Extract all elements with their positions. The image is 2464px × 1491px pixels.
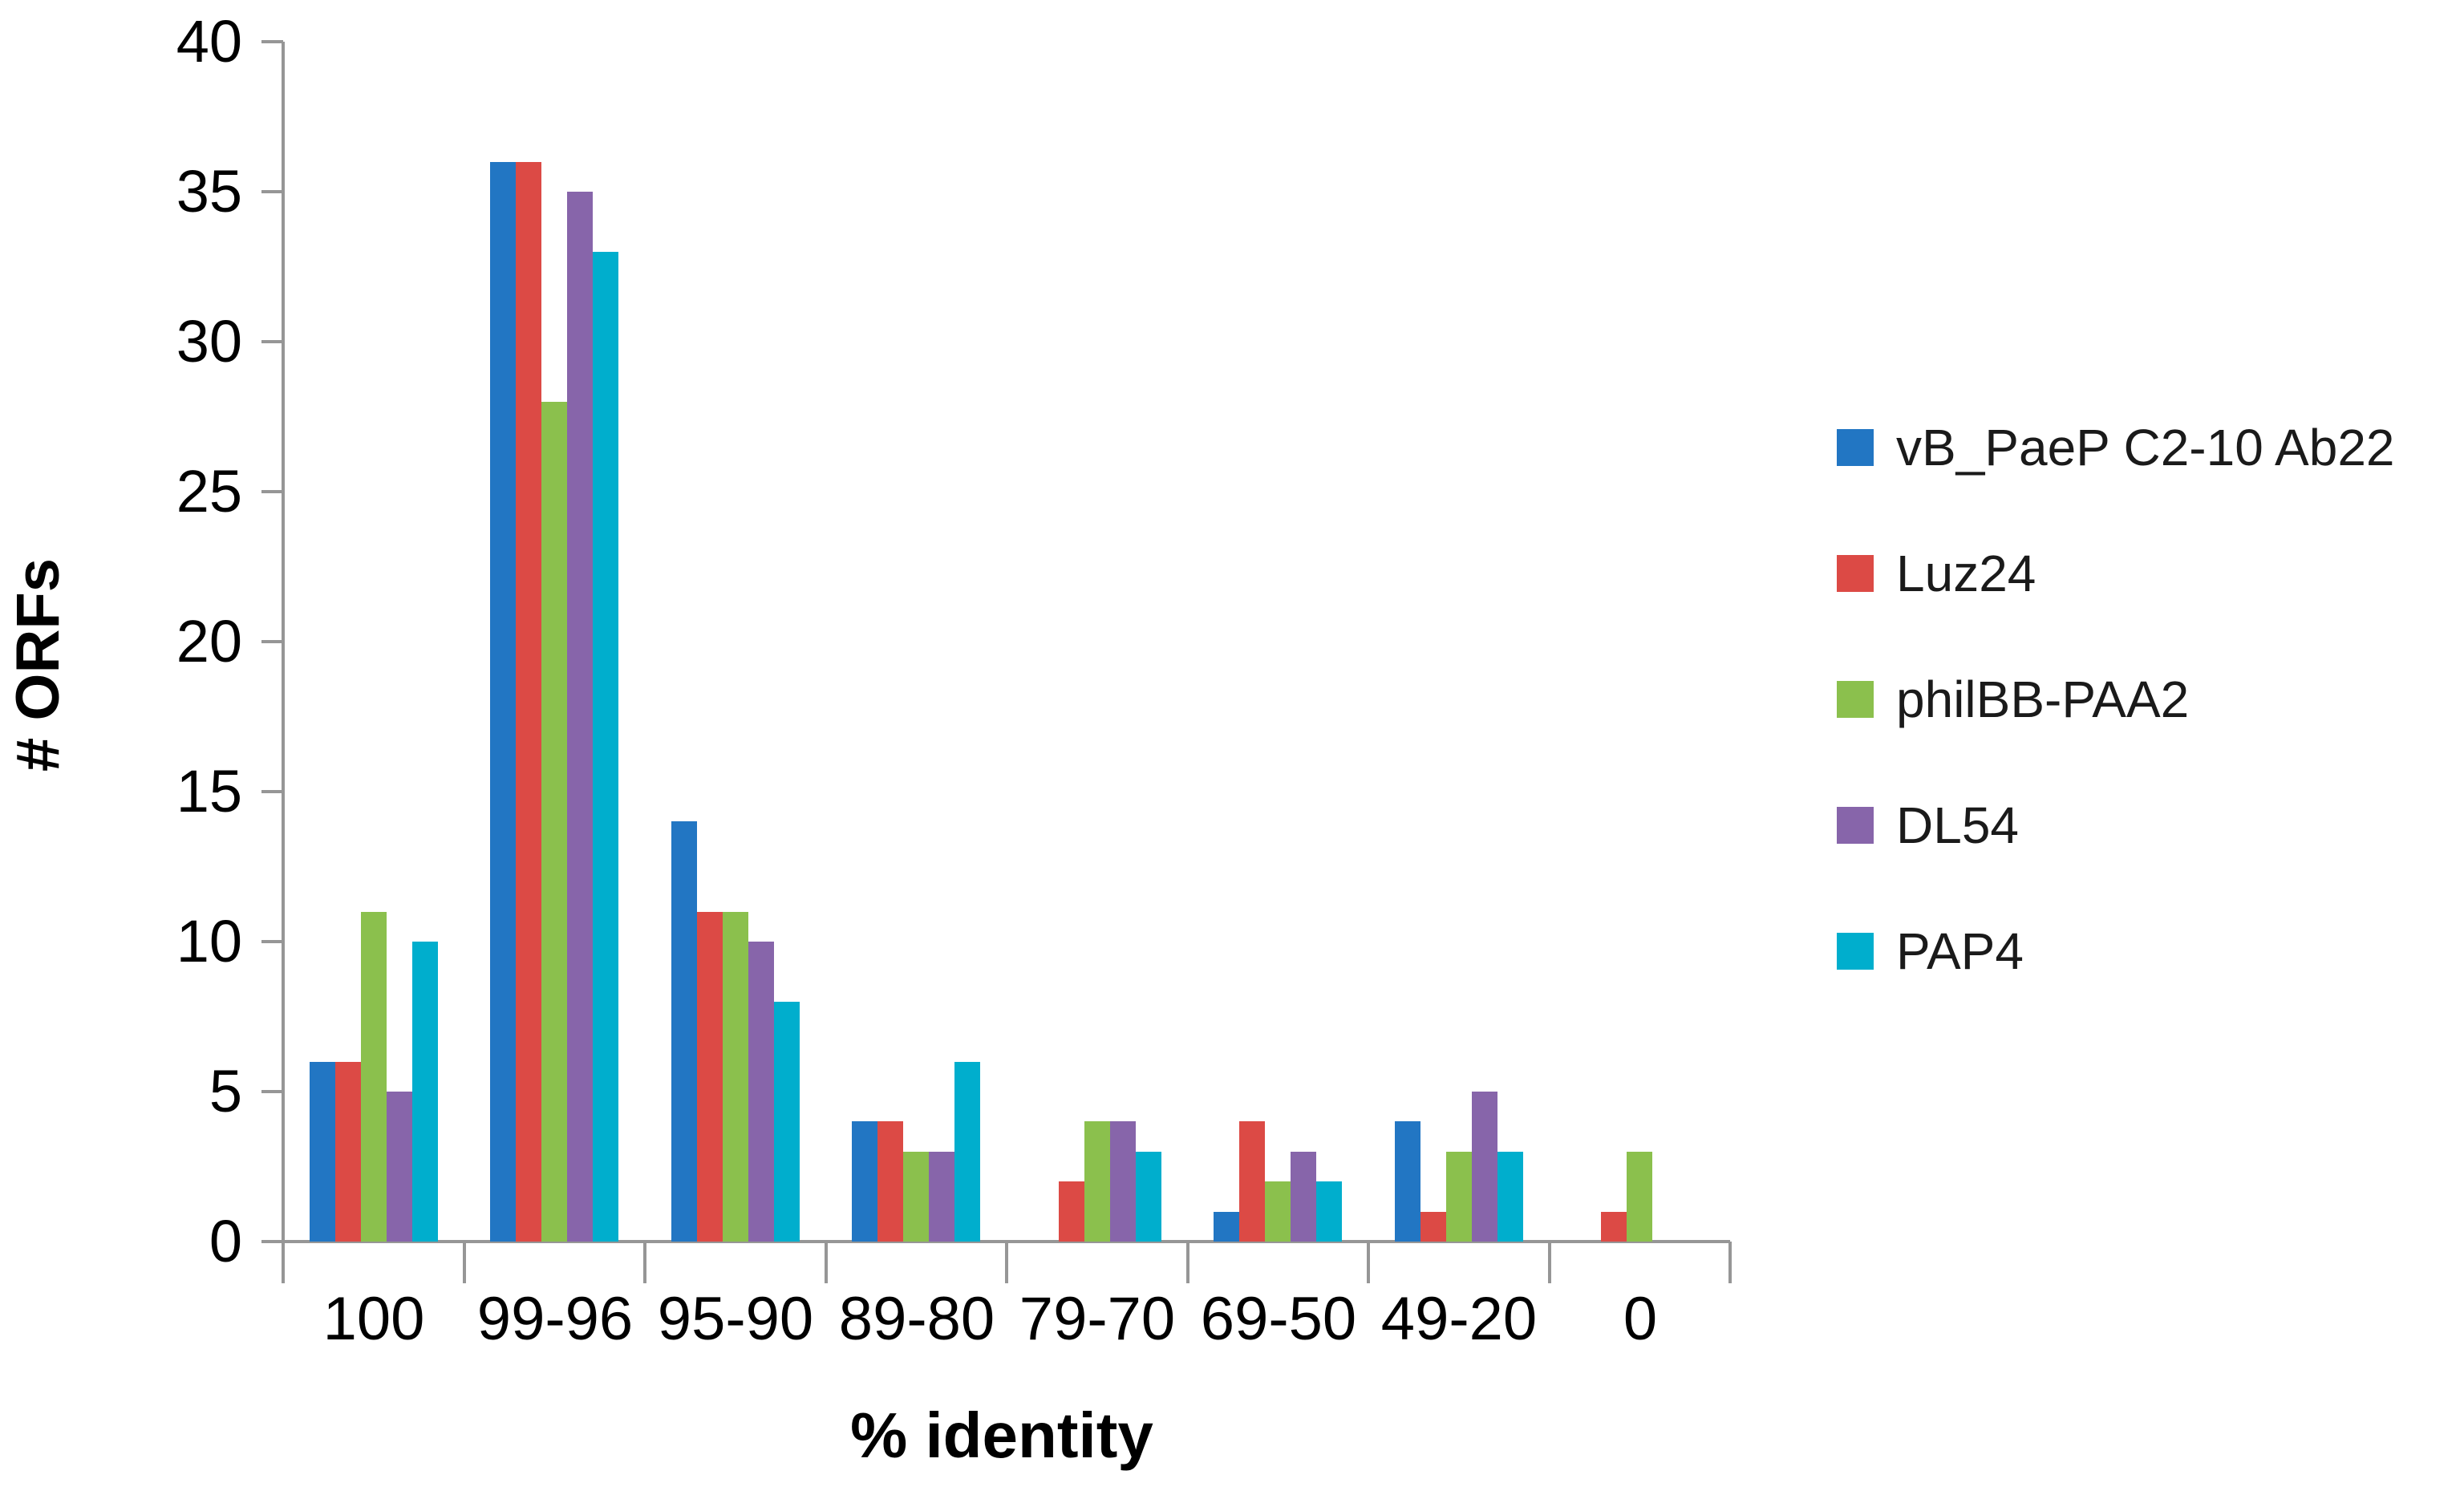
- x-tick-mark: [825, 1242, 828, 1283]
- x-tick-mark: [282, 1242, 285, 1283]
- bar-philbb-paa2-95-90: [723, 912, 748, 1242]
- bar-dl54-95-90: [748, 942, 774, 1242]
- legend-label-dl54: DL54: [1896, 796, 2019, 854]
- y-axis-title: # ORFs: [4, 557, 72, 772]
- y-tick-mark: [261, 790, 283, 793]
- bar-pap4-79-70: [1136, 1152, 1161, 1242]
- bar-luz24-69-50: [1239, 1121, 1265, 1242]
- bar-dl54-49-20: [1472, 1092, 1497, 1242]
- bar-vb-paep-c2-10-ab22-89-80: [852, 1121, 877, 1242]
- y-tick-mark: [261, 490, 283, 493]
- legend-item-vb-paep-c2-10-ab22: vB_PaeP C2-10 Ab22: [1837, 421, 2395, 474]
- bar-vb-paep-c2-10-ab22-100: [310, 1062, 335, 1242]
- y-tick-label: 40: [176, 8, 242, 75]
- x-tick-mark: [1548, 1242, 1551, 1283]
- legend-label-pap4: PAP4: [1896, 922, 2024, 980]
- y-tick-label: 20: [176, 608, 242, 675]
- bar-philbb-paa2-100: [361, 912, 387, 1242]
- x-category-label: 99-96: [476, 1285, 634, 1353]
- y-tick-mark: [261, 1090, 283, 1093]
- bar-philbb-paa2-69-50: [1265, 1181, 1291, 1242]
- bar-pap4-49-20: [1497, 1152, 1523, 1242]
- bar-vb-paep-c2-10-ab22-99-96: [490, 162, 516, 1242]
- bar-pap4-69-50: [1316, 1181, 1342, 1242]
- y-tick-label: 15: [176, 758, 242, 825]
- bar-dl54-89-80: [929, 1152, 954, 1242]
- x-category-label: 0: [1623, 1285, 1658, 1353]
- y-tick-mark: [261, 190, 283, 193]
- x-tick-mark: [1367, 1242, 1370, 1283]
- bar-philbb-paa2-99-96: [541, 402, 567, 1242]
- bar-luz24-49-20: [1420, 1212, 1446, 1242]
- x-tick-mark: [1186, 1242, 1189, 1283]
- bar-dl54-99-96: [567, 192, 593, 1242]
- legend-swatch-philbb-paa2: [1837, 681, 1874, 718]
- bar-pap4-99-96: [593, 252, 618, 1242]
- legend-swatch-vb-paep-c2-10-ab22: [1837, 429, 1874, 466]
- bar-vb-paep-c2-10-ab22-49-20: [1395, 1121, 1420, 1242]
- bar-luz24-99-96: [516, 162, 541, 1242]
- legend-label-vb-paep-c2-10-ab22: vB_PaeP C2-10 Ab22: [1896, 419, 2395, 476]
- bar-luz24-95-90: [697, 912, 723, 1242]
- bar-luz24-79-70: [1059, 1181, 1084, 1242]
- legend-swatch-dl54: [1837, 807, 1874, 844]
- bar-philbb-paa2-49-20: [1446, 1152, 1472, 1242]
- y-tick-label: 30: [176, 308, 242, 375]
- bar-dl54-79-70: [1110, 1121, 1136, 1242]
- y-tick-mark: [261, 340, 283, 343]
- y-tick-label: 35: [176, 158, 242, 225]
- x-category-label: 100: [322, 1285, 425, 1353]
- legend-item-luz24: Luz24: [1837, 547, 2395, 600]
- bar-dl54-69-50: [1291, 1152, 1316, 1242]
- x-category-label: 69-50: [1200, 1285, 1357, 1353]
- bar-dl54-100: [387, 1092, 412, 1242]
- bar-philbb-paa2-79-70: [1084, 1121, 1110, 1242]
- x-tick-mark: [1728, 1242, 1732, 1283]
- x-tick-mark: [1005, 1242, 1008, 1283]
- y-tick-mark: [261, 40, 283, 43]
- y-tick-label: 0: [209, 1208, 242, 1274]
- x-category-label: 49-20: [1380, 1285, 1538, 1353]
- x-tick-mark: [643, 1242, 646, 1283]
- bar-philbb-paa2-0: [1627, 1152, 1652, 1242]
- bar-luz24-0: [1601, 1212, 1627, 1242]
- y-tick-label: 5: [209, 1058, 242, 1124]
- legend-item-philbb-paa2: philBB-PAA2: [1837, 673, 2395, 726]
- bar-vb-paep-c2-10-ab22-69-50: [1214, 1212, 1239, 1242]
- bar-pap4-89-80: [954, 1062, 980, 1242]
- bar-luz24-100: [335, 1062, 361, 1242]
- y-tick-mark: [261, 940, 283, 943]
- legend: vB_PaeP C2-10 Ab22 Luz24 philBB-PAA2 DL54 PA…: [1837, 421, 2395, 978]
- bar-pap4-95-90: [774, 1002, 800, 1242]
- legend-item-pap4: PAP4: [1837, 925, 2395, 978]
- x-category-label: 89-80: [838, 1285, 995, 1353]
- y-tick-label: 25: [176, 458, 242, 525]
- bar-vb-paep-c2-10-ab22-95-90: [671, 821, 697, 1242]
- y-tick-label: 10: [176, 908, 242, 974]
- y-axis-line: [282, 42, 285, 1242]
- legend-swatch-luz24: [1837, 555, 1874, 592]
- x-category-label: 79-70: [1019, 1285, 1176, 1353]
- legend-swatch-pap4: [1837, 933, 1874, 970]
- legend-item-dl54: DL54: [1837, 799, 2395, 852]
- legend-label-philbb-paa2: philBB-PAA2: [1896, 671, 2190, 728]
- x-axis-title: % identity: [850, 1400, 1153, 1471]
- x-category-label: 95-90: [657, 1285, 814, 1353]
- bar-philbb-paa2-89-80: [903, 1152, 929, 1242]
- x-tick-mark: [463, 1242, 466, 1283]
- bar-luz24-89-80: [877, 1121, 903, 1242]
- y-tick-mark: [261, 1240, 283, 1243]
- legend-label-luz24: Luz24: [1896, 545, 2036, 602]
- bar-pap4-100: [412, 942, 438, 1242]
- y-tick-mark: [261, 640, 283, 643]
